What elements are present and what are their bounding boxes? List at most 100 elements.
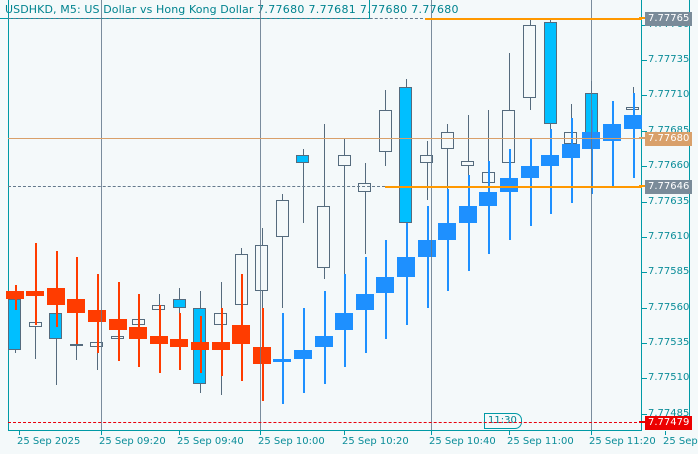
candle-body: [379, 109, 392, 153]
price-tick: [642, 131, 647, 132]
time-tick: [101, 431, 102, 435]
price-badge-gray[interactable]: 7.77646: [639, 180, 693, 194]
bull-marker-wick: [488, 160, 490, 254]
price-tick: [642, 343, 647, 344]
price-badge-red[interactable]: 7.77479: [639, 416, 693, 430]
price-badge-gray[interactable]: 7.77765: [639, 12, 693, 26]
price-tick: [642, 308, 647, 309]
candle-body: [214, 313, 227, 325]
badge-tick-mark: [639, 421, 645, 423]
price-tick: [642, 166, 647, 167]
candle-body: [8, 299, 21, 351]
price-axis-right-border: [689, 0, 690, 430]
bull-marker-body: [624, 115, 642, 130]
time-tick-label: 25 Sep 11:40: [663, 436, 698, 447]
candle-body: [90, 341, 103, 348]
candle-wick: [447, 123, 448, 195]
bull-marker-body: [273, 358, 291, 362]
period-separator: [101, 0, 102, 430]
candle-wick: [303, 149, 304, 223]
price-axis[interactable]: 7.777607.777357.777107.776857.776607.776…: [639, 0, 698, 430]
support-line-dashed: [8, 186, 390, 187]
time-tick: [431, 431, 432, 435]
time-axis[interactable]: 25 Sep 2025 25 Sep 09:20 25 Sep 09:40 25 Se…: [0, 431, 698, 454]
plot-left-border: [8, 0, 9, 430]
bear-marker-wick: [35, 242, 37, 325]
bear-marker-body: [67, 299, 85, 314]
bear-marker-body: [170, 338, 188, 348]
bull-marker-body: [335, 313, 353, 331]
price-tick-label: 7.77710: [648, 89, 690, 100]
bull-marker-wick: [633, 92, 635, 178]
bull-marker-body: [397, 256, 415, 277]
bull-marker-wick: [612, 101, 614, 186]
candle-wick: [468, 115, 469, 203]
time-tick-label: 25 Sep 09:40: [177, 436, 244, 447]
bull-marker-body: [603, 123, 621, 141]
candle-wick: [324, 123, 325, 280]
time-tick-label: 25 Sep 10:40: [429, 436, 496, 447]
instrument-description: US Dollar vs Hong Kong Dollar: [84, 3, 254, 16]
bear-marker-wick: [221, 307, 223, 376]
plot-bottom-border: [8, 430, 642, 431]
bull-marker-body: [459, 205, 477, 223]
support-line-solid: [385, 186, 642, 188]
candle-body: [152, 304, 165, 311]
bull-marker-body: [562, 143, 580, 158]
resistance-line-solid: [425, 18, 642, 20]
candle-wick: [282, 194, 283, 308]
bull-marker-body: [479, 191, 497, 206]
bull-marker-wick: [468, 174, 470, 271]
price-tick-label: 7.77535: [648, 337, 690, 348]
period-separator: [260, 0, 261, 430]
price-tick-label: 7.77610: [648, 231, 690, 242]
price-tick: [642, 378, 647, 379]
plot-right-border: [641, 0, 642, 430]
bull-marker-wick: [591, 109, 593, 195]
bull-marker-body: [294, 350, 312, 359]
bear-marker-body: [26, 290, 44, 297]
low-price-line: [8, 422, 642, 423]
candle-body: [461, 160, 474, 167]
bull-marker-wick: [282, 313, 284, 404]
bear-marker-body: [232, 324, 250, 345]
bull-marker-wick: [550, 129, 552, 215]
bear-marker-body: [47, 287, 65, 305]
bear-marker-body: [6, 290, 24, 300]
candle-wick: [56, 311, 57, 386]
candle-body: [338, 154, 351, 167]
chart-title-bar: USDHKD, M5: US Dollar vs Hong Kong Dolla…: [0, 0, 459, 19]
time-tick-label: 25 Sep 10:20: [342, 436, 409, 447]
price-tick-label: 7.77510: [648, 372, 690, 383]
price-tick-label: 7.77635: [648, 196, 690, 207]
time-tick: [344, 431, 345, 435]
price-tick-label: 7.77560: [648, 302, 690, 313]
badge-tick-mark: [639, 137, 645, 139]
candle-body: [420, 154, 433, 164]
candle-wick: [427, 140, 428, 201]
bull-marker-wick: [509, 149, 511, 240]
time-tick: [665, 431, 666, 435]
current-price-line: [8, 138, 642, 139]
price-tick: [642, 25, 647, 26]
bull-marker-body: [376, 276, 394, 294]
candle-body: [173, 299, 186, 308]
time-tick-label: 25 Sep 2025: [17, 436, 81, 447]
badge-tick-mark: [639, 185, 645, 187]
candle-body: [111, 335, 124, 339]
bull-marker-body: [418, 239, 436, 257]
bear-marker-body: [150, 335, 168, 345]
badge-tick-mark: [639, 17, 645, 19]
resistance-line-dashed: [8, 18, 428, 19]
period-separator: [591, 0, 592, 430]
candle-body: [564, 132, 577, 144]
time-cursor-label: 11:30: [484, 413, 522, 429]
bull-marker-wick: [447, 188, 449, 291]
price-badge-tan[interactable]: 7.77680: [639, 132, 693, 146]
time-tick: [591, 431, 592, 435]
candle-body: [317, 205, 330, 269]
candle-body: [544, 21, 557, 124]
bull-marker-body: [500, 177, 518, 192]
bull-marker-wick: [571, 118, 573, 203]
candle-body: [358, 183, 371, 192]
